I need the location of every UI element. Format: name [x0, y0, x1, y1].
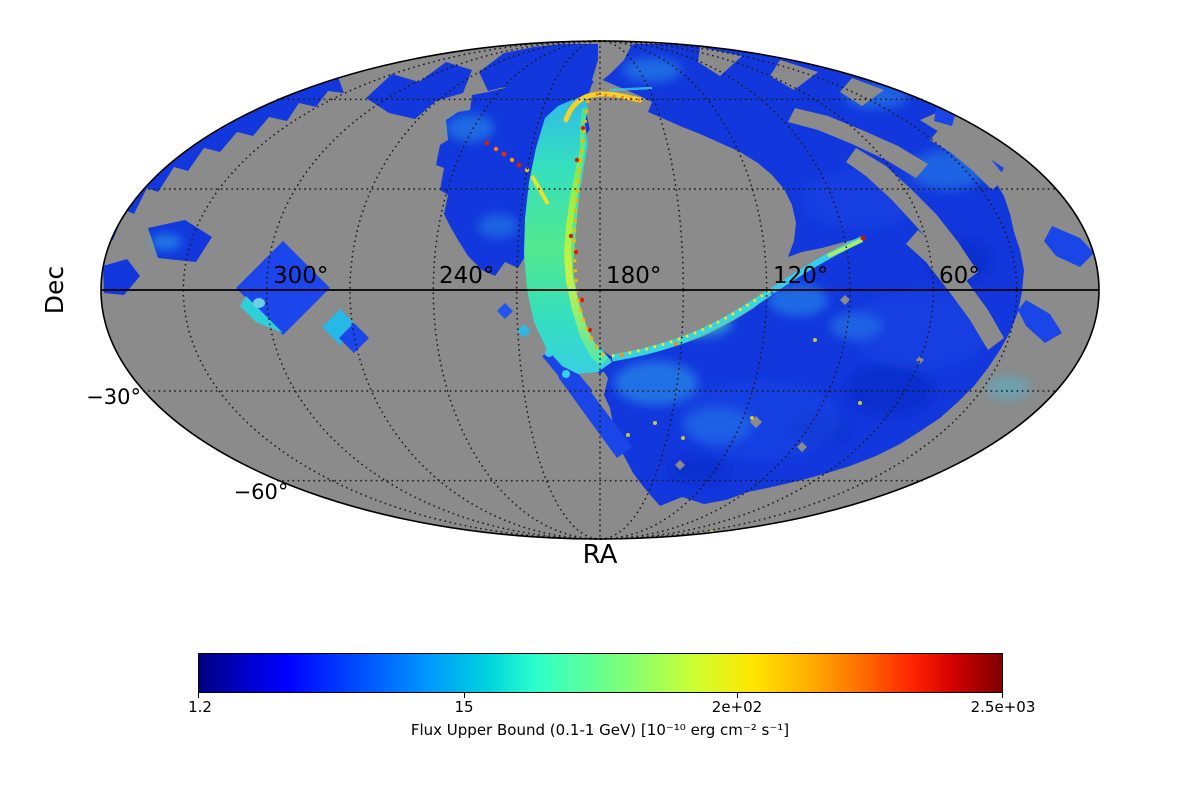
speck [681, 436, 685, 440]
chain-speck [524, 167, 530, 173]
southern-streaks [542, 348, 632, 458]
colorbar-caption: Flux Upper Bound (0.1-1 GeV) [10⁻¹⁰ erg … [410, 721, 790, 739]
cloud-texture [150, 58, 1030, 484]
red-speck [574, 157, 580, 163]
chain-speck [501, 151, 507, 157]
galactic-plane-band [524, 86, 653, 374]
cloud [622, 58, 682, 82]
stripe [930, 128, 1006, 190]
diamond-tiny [497, 303, 513, 319]
ra-tick-60: 60° [939, 263, 980, 289]
cloud [150, 234, 182, 250]
ra-tick-300: 300° [273, 263, 328, 289]
sky-map: 300° 240° 180° 120° 60° −30° [40, 40, 1100, 570]
diamond-highlight [253, 298, 265, 308]
chain-speck [493, 146, 499, 152]
yellow-streak [530, 175, 550, 205]
scatter-specks [626, 338, 862, 534]
top-wedge [598, 44, 632, 82]
nw-band-patch [479, 44, 577, 91]
cloud [446, 114, 494, 142]
speck [813, 338, 817, 342]
colorbar-tickmark [737, 693, 738, 698]
cloud-dark [846, 364, 934, 416]
red-speck [587, 327, 593, 333]
stripe [788, 108, 928, 178]
stripe [846, 148, 978, 284]
edge-patch [1018, 300, 1062, 343]
rim-orange-dot [674, 342, 678, 346]
map-boundary [100, 40, 1100, 540]
masked-void [580, 78, 860, 357]
x-axis-label: RA [583, 540, 618, 570]
rim-east-bright [827, 238, 863, 258]
red-speck [579, 297, 585, 303]
colorbar-tickmark [1002, 693, 1003, 698]
speckle-chain [484, 140, 550, 205]
cloud [478, 214, 518, 238]
band-red-specks [568, 125, 593, 333]
nw-band-main [104, 77, 344, 268]
red-speck [573, 249, 579, 255]
colorbar-tick-label-15: 15 [454, 698, 474, 716]
chain-speck [509, 157, 515, 163]
nw-band-patch [366, 62, 472, 119]
band-core [564, 108, 608, 366]
red-speck [580, 125, 586, 131]
red-speck [568, 233, 574, 239]
ra-tick-180: 180° [606, 263, 661, 289]
cloud [614, 361, 698, 405]
void-rim [611, 235, 866, 362]
y-axis-label: Dec [40, 266, 69, 314]
diamond-cyan-corner [240, 296, 283, 333]
dec-tick-minus60: −60° [234, 480, 289, 504]
diamond-small [339, 323, 369, 353]
top-notch [840, 78, 884, 106]
pixel-speck [675, 460, 685, 470]
chain-speck [484, 140, 490, 146]
rim-south [611, 289, 773, 362]
cloud [986, 376, 1030, 400]
northwest-band [103, 44, 577, 295]
streak-cyan-tip [562, 370, 570, 378]
dec-tick-minus30: −30° [86, 385, 141, 409]
colorbar-tick-label-200: 2e+02 [711, 698, 763, 716]
speck [858, 401, 862, 405]
ra-tick-240: 240° [439, 263, 494, 289]
pixel-speck [797, 442, 807, 452]
ra-tick-labels: 300° 240° 180° 120° 60° [273, 263, 980, 289]
rim-tip-red [860, 235, 866, 241]
colorbar-gradient [198, 653, 1003, 693]
pixel-speck [840, 295, 850, 305]
cloud-dark [670, 456, 730, 484]
rim-orange-dot [620, 353, 624, 357]
band-hook [563, 91, 643, 123]
diamond-patches [236, 241, 531, 353]
diamond-tiny [517, 324, 531, 338]
pixel-speck [916, 356, 924, 364]
colorbar-tickmark [198, 693, 199, 698]
top-notch [770, 60, 818, 90]
chain-speck [516, 162, 522, 168]
speck [626, 433, 630, 437]
void-upper-cyan-edge [609, 86, 653, 92]
graticule: 300° 240° 180° 120° 60° [100, 40, 1100, 540]
cloud [768, 284, 828, 316]
speck [653, 421, 657, 425]
speck [750, 416, 754, 420]
colorbar-tick-label-max: 2.5e+03 [970, 698, 1036, 716]
ra-tick-120: 120° [773, 263, 828, 289]
cloud-light [850, 290, 990, 370]
edge-patch [1044, 226, 1094, 267]
streak [558, 368, 632, 458]
survey-data [103, 44, 1094, 534]
colorbar-tick-label-min: 1.2 [188, 698, 212, 716]
nw-band-blob [103, 259, 140, 295]
axis-labels: −30° −60° Dec RA [40, 266, 618, 570]
colorbar-tickmark [464, 693, 465, 698]
